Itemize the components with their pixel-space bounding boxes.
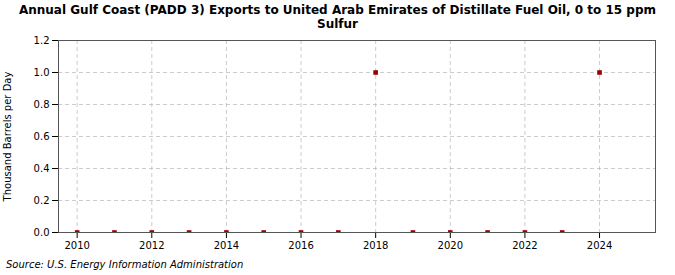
svg-text:2018: 2018 bbox=[363, 239, 388, 250]
svg-text:0.0: 0.0 bbox=[34, 226, 50, 237]
svg-text:2010: 2010 bbox=[64, 239, 89, 250]
svg-text:0.2: 0.2 bbox=[34, 194, 50, 205]
svg-text:2024: 2024 bbox=[587, 239, 612, 250]
svg-text:2022: 2022 bbox=[512, 239, 537, 250]
html-text:Source: U.S. Energy Informatio: Source: U.S. Energy Information Administ… bbox=[6, 258, 244, 270]
svg-text:0.4: 0.4 bbox=[34, 162, 50, 173]
svg-text:0.8: 0.8 bbox=[34, 98, 50, 109]
svg-text:1.0: 1.0 bbox=[34, 66, 50, 77]
svg-text:2016: 2016 bbox=[288, 239, 313, 250]
svg-text:0.6: 0.6 bbox=[34, 130, 50, 141]
svg-text:2020: 2020 bbox=[438, 239, 463, 250]
svg-text:2012: 2012 bbox=[139, 239, 164, 250]
svg-text:2014: 2014 bbox=[214, 239, 239, 250]
svg-text:1.2: 1.2 bbox=[34, 34, 50, 45]
svg-text:Thousand Barrels per Day: Thousand Barrels per Day bbox=[2, 71, 13, 202]
html-text:Annual Gulf Coast (PADD 3) Exp: Annual Gulf Coast (PADD 3) Exports to Un… bbox=[18, 3, 656, 32]
